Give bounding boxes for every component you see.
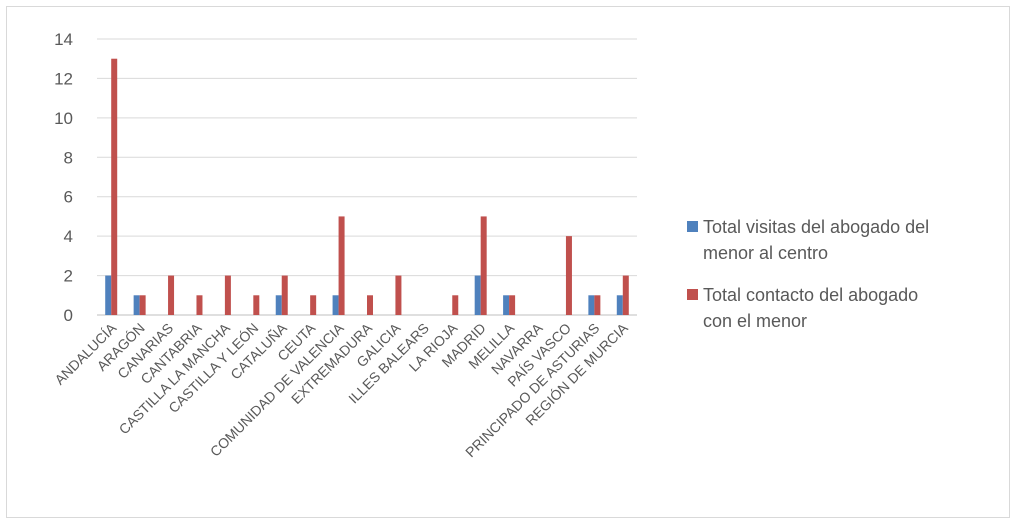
bar-contacto: [565, 236, 572, 315]
bar-contacto: [310, 295, 317, 315]
bar-contacto: [452, 295, 459, 315]
y-tick-label: 12: [54, 69, 73, 88]
bar-visitas: [133, 295, 140, 315]
legend-item-contacto: Total contacto del abogado con el menor: [687, 282, 1007, 334]
y-tick-label: 14: [54, 30, 73, 49]
bar-contacto: [281, 275, 288, 315]
bar-visitas: [275, 295, 282, 315]
bar-contacto: [196, 295, 203, 315]
legend-item-visitas: Total visitas del abogado del menor al c…: [687, 214, 1007, 266]
bar-contacto: [139, 295, 146, 315]
bar-contacto: [395, 275, 402, 315]
bar-chart: 02468101214ANDALUCÍAARAGÓNCANARIASCANTAB…: [51, 30, 637, 460]
bar-visitas: [503, 295, 510, 315]
bar-visitas: [588, 295, 595, 315]
bar-contacto: [168, 275, 175, 315]
legend-swatch-visitas: [687, 221, 698, 232]
bar-visitas: [616, 295, 623, 315]
bar-visitas: [105, 275, 112, 315]
legend-label-contacto-line1: Total contacto del abogado: [703, 285, 919, 305]
legend-label-visitas-line2: menor al centro: [703, 243, 829, 263]
y-tick-label: 8: [64, 148, 73, 167]
bar-visitas: [474, 275, 481, 315]
bar-contacto: [224, 275, 231, 315]
bar-contacto: [367, 295, 373, 315]
bar-visitas: [332, 295, 339, 315]
legend-swatch-contacto: [687, 289, 698, 300]
chart-area: 0 2 4 6 8 10 12 14 ANDALUCÍA ARAGÓN CANARIAS CANTAB…: [6, 6, 1010, 518]
bar-contacto: [111, 58, 118, 315]
bar-contacto: [480, 216, 487, 315]
bar-contacto: [509, 295, 516, 315]
legend-label-visitas-line1: Total visitas del abogado del: [703, 217, 930, 237]
y-tick-label: 2: [64, 267, 73, 286]
legend-label-contacto-line2: con el menor: [703, 311, 808, 331]
legend: Total visitas del abogado del menor al c…: [687, 214, 1007, 350]
y-tick-label: 4: [64, 227, 73, 246]
y-tick-label: 6: [64, 188, 73, 207]
bar-contacto: [338, 216, 345, 315]
y-tick-label: 10: [54, 109, 73, 128]
bar-contacto: [253, 295, 260, 315]
bar-contacto: [594, 295, 601, 315]
bar-contacto: [622, 275, 629, 315]
y-tick-label: 0: [64, 306, 73, 325]
